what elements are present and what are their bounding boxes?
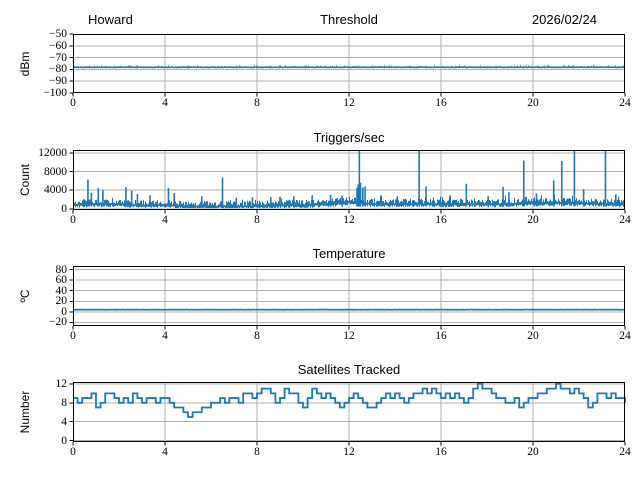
y-axis-label-dbm: dBm [18, 51, 32, 76]
triggers-plot-title: Triggers/sec [313, 130, 385, 145]
y-tick-label: 0 [61, 305, 67, 318]
y-tick-label: 0 [61, 202, 67, 215]
y-tick-label: 8 [61, 396, 67, 409]
triggers-plot-canvas [69, 150, 626, 214]
x-tick-label: 12 [343, 330, 355, 342]
x-tick-label: 0 [70, 97, 76, 109]
threshold-header-row: Howard Threshold 2026/02/24 [73, 12, 625, 30]
x-tick-label: 0 [70, 330, 76, 342]
x-tick-label: 12 [343, 97, 355, 109]
y-tick-label: 4 [61, 415, 67, 428]
x-tick-label: 12 [343, 214, 355, 226]
x-tick-label: 20 [527, 330, 539, 342]
x-tick-label: 4 [162, 446, 168, 458]
y-axis-label-count: Count [18, 163, 32, 197]
threshold-plot: Howard Threshold 2026/02/24 dBm 0 4 8 12 16 2… [18, 12, 631, 109]
temperature-plot-title: Temperature [312, 246, 386, 261]
x-tick-label: 0 [70, 214, 76, 226]
x-tick-label: 20 [527, 446, 539, 458]
date-label: 2026/02/24 [531, 12, 597, 27]
x-tick-label: 8 [254, 214, 260, 226]
satellites-plot-title: Satellites Tracked [297, 362, 401, 377]
x-tick-label: 4 [162, 330, 168, 342]
x-tick-label: 0 [70, 446, 76, 458]
x-tick-label: 16 [435, 446, 447, 458]
y-tick-label: −70 [49, 51, 67, 64]
y-tick-label: 4000 [44, 184, 67, 197]
y-tick-label: 80 [55, 263, 68, 276]
y-tick-label: −80 [49, 63, 67, 76]
x-tick-label: 12 [343, 446, 355, 458]
x-tick-label: 24 [619, 214, 631, 226]
x-tick-label: 16 [435, 97, 447, 109]
x-tick-label: 16 [435, 214, 447, 226]
y-tick-label: −50 [49, 28, 67, 40]
x-tick-label: 16 [435, 330, 447, 342]
x-tick-label: 20 [527, 214, 539, 226]
y-axis-label-degc: ºC [18, 289, 32, 303]
station-name-label: Howard [88, 12, 133, 27]
y-tick-label: 12 [55, 377, 68, 390]
x-tick-label: 4 [162, 214, 168, 226]
threshold-plot-canvas [69, 33, 626, 97]
x-tick-label: 24 [619, 330, 631, 342]
y-tick-label: 12000 [38, 147, 67, 160]
temperature-plot-canvas [69, 266, 626, 330]
y-tick-label: 40 [55, 284, 68, 297]
y-tick-label: −60 [49, 39, 67, 52]
satellites-plot-canvas [69, 382, 626, 446]
y-tick-label: −90 [49, 75, 67, 88]
y-axis-label-number: Number [18, 390, 32, 434]
satellites-plot: Satellites Tracked Number 0 4 8 12 16 20 24 0 4 8… [18, 362, 631, 458]
y-tick-label: 20 [55, 295, 68, 308]
triggers-plot: Triggers/sec Count 0 4 8 12 16 20 24 0 4000 8000 1… [18, 130, 631, 226]
threshold-plot-title: Threshold [320, 12, 378, 27]
x-tick-label: 4 [162, 97, 168, 109]
x-tick-label: 24 [619, 446, 631, 458]
x-tick-label: 8 [254, 97, 260, 109]
x-tick-label: 24 [619, 97, 631, 109]
y-tick-label: 8000 [44, 165, 67, 178]
y-tick-label: 0 [61, 434, 67, 447]
y-tick-label: 60 [55, 274, 68, 287]
x-tick-label: 20 [527, 97, 539, 109]
y-tick-label: −100 [43, 87, 67, 99]
x-tick-label: 8 [254, 330, 260, 342]
x-tick-label: 8 [254, 446, 260, 458]
y-tick-label: −20 [49, 316, 67, 329]
temperature-plot: Temperature ºC 0 4 8 12 16 20 24 −20 0 20 40 60 80 [18, 246, 631, 342]
